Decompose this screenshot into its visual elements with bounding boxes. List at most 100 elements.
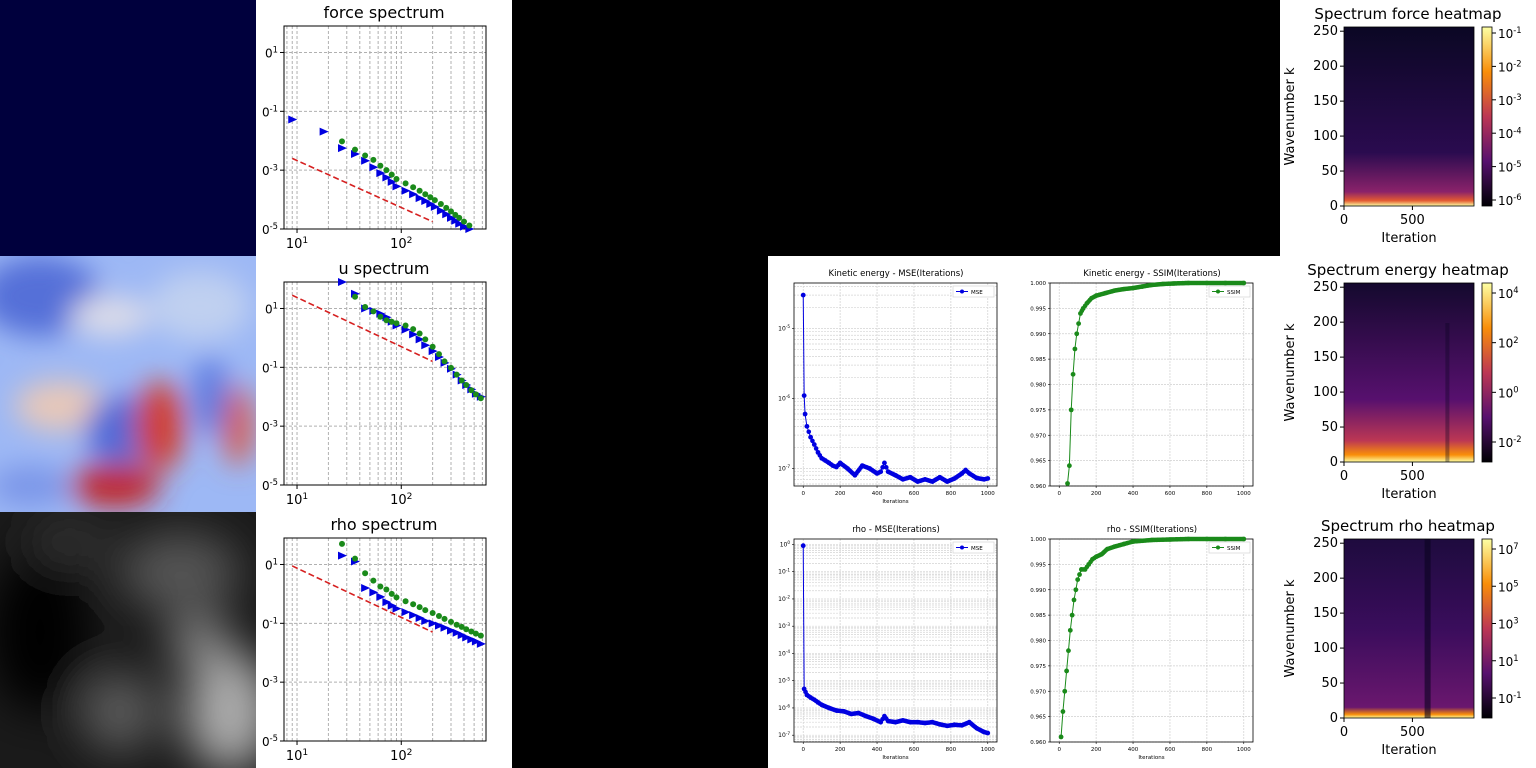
y-tick-label: 0.995	[1030, 306, 1046, 312]
reference-slope-line	[291, 157, 433, 223]
colorbar-tick-label: 10-3	[1498, 92, 1522, 108]
data-point	[800, 543, 806, 549]
y-tick-label: 0.960	[1030, 740, 1046, 746]
data-point	[443, 204, 450, 211]
data-point	[337, 278, 347, 286]
data-point	[880, 716, 885, 722]
y-tick-label: 100	[1313, 385, 1338, 400]
colorbar-tick-label: 100	[1498, 385, 1519, 401]
chart-title: u spectrum	[339, 259, 430, 278]
data-point	[801, 393, 807, 399]
data-point	[370, 577, 377, 584]
data-point	[434, 621, 444, 630]
data-point	[458, 623, 465, 630]
chart-title: Kinetic energy - SSIM(Iterations)	[1083, 269, 1220, 279]
data-point	[882, 460, 887, 466]
data-point	[429, 610, 436, 617]
x-axis-label: Iteration	[1381, 743, 1436, 758]
data-point	[338, 138, 345, 145]
data-point	[880, 465, 885, 470]
rho-heatmap-chart: Spectrum rho heatmap 0 500 Iteration 0 50 100 1…	[1280, 512, 1536, 768]
data-point	[1070, 371, 1076, 377]
x-tick-label: 600	[909, 491, 920, 497]
legend-label: MSE	[971, 546, 983, 552]
data-point	[452, 628, 462, 637]
y-tick-label: 01	[265, 301, 278, 317]
data-point	[437, 200, 444, 207]
data-point	[980, 476, 985, 482]
y-tick-label: 50	[1321, 164, 1338, 179]
heatmap-image	[1344, 27, 1474, 206]
data-point	[362, 304, 369, 311]
force-field-image	[0, 0, 256, 256]
y-tick-label: 0.990	[1030, 588, 1046, 594]
y-tick-label: 0.985	[1030, 613, 1046, 619]
x-axis-label: Iterations	[882, 755, 908, 761]
data-point	[370, 156, 377, 163]
data-point	[477, 632, 484, 639]
y-tick-label: 0.980	[1030, 383, 1046, 389]
data-point	[401, 186, 411, 195]
data-point	[455, 219, 465, 228]
data-point	[1071, 597, 1077, 603]
data-point	[824, 459, 830, 465]
u-field-image	[0, 256, 256, 512]
empty-panel-top	[512, 0, 1280, 256]
y-tick-label: 10-6	[778, 704, 790, 712]
data-point	[1076, 321, 1082, 326]
y-tick-label: 0.980	[1030, 639, 1046, 645]
y-tick-label: 10-2	[778, 595, 790, 603]
data-point	[1060, 709, 1066, 714]
force-heatmap-chart: Spectrum force heatmap 0 500 Iteration 0 50 10…	[1280, 0, 1536, 256]
data-point	[401, 608, 411, 617]
y-tick-label: 0.965	[1030, 459, 1046, 465]
y-tick-label: 10-1	[778, 567, 790, 575]
kinetic-ssim-chart: Kinetic energy - SSIM(Iterations) 0 200 400…	[1024, 256, 1280, 512]
data-point	[876, 470, 882, 475]
data-point	[382, 598, 392, 607]
data-point	[1062, 688, 1068, 694]
data-point	[883, 716, 889, 721]
x-tick-label: 800	[946, 491, 957, 497]
data-point	[409, 190, 419, 199]
legend-box	[952, 285, 995, 298]
data-point	[352, 146, 359, 153]
y-tick-label: 0	[1330, 711, 1338, 726]
data-point	[1087, 297, 1093, 303]
colorbar-tick-label: 105	[1498, 578, 1519, 594]
data-point	[402, 180, 409, 187]
data-point	[435, 612, 442, 619]
x-tick-label: 800	[1202, 747, 1213, 753]
data-point	[422, 607, 429, 614]
data-point	[1064, 668, 1070, 674]
colorbar-tick-label: 107	[1498, 541, 1519, 557]
x-tick-label: 400	[1128, 747, 1139, 753]
y-tick-label: 0.985	[1030, 357, 1046, 363]
heatmap-image	[1344, 283, 1474, 462]
data-point	[436, 206, 446, 215]
x-tick-label: 0	[1057, 747, 1061, 753]
energy-heatmap-chart: Spectrum energy heatmap 0 500 Iteration 0 50 1…	[1280, 256, 1536, 512]
chart-background	[256, 256, 512, 512]
data-point	[821, 457, 826, 462]
data-point	[377, 583, 384, 590]
data-point	[369, 163, 379, 172]
y-tick-label: 0.975	[1030, 408, 1046, 414]
x-tick-label: 800	[1202, 491, 1213, 497]
data-point	[832, 464, 837, 469]
data-point	[446, 626, 456, 635]
y-axis-label: Wavenumber k	[1283, 323, 1298, 422]
y-tick-label: 0-3	[262, 674, 278, 690]
heatmap-stripe	[1424, 539, 1431, 718]
rho-ssim-chart: rho - SSIM(Iterations) 0 200 400 600 800 1000 I…	[1024, 512, 1280, 768]
y-tick-label: 50	[1321, 676, 1338, 691]
y-tick-label: 0-1	[262, 104, 278, 120]
data-point	[422, 336, 429, 343]
data-point	[410, 601, 417, 608]
data-point	[393, 594, 400, 601]
data-point	[810, 696, 815, 701]
colorbar-tick-label: 102	[1498, 335, 1519, 351]
colorbar	[1481, 282, 1493, 463]
x-tick-label: 102	[390, 236, 412, 252]
y-tick-label: 01	[265, 45, 278, 61]
